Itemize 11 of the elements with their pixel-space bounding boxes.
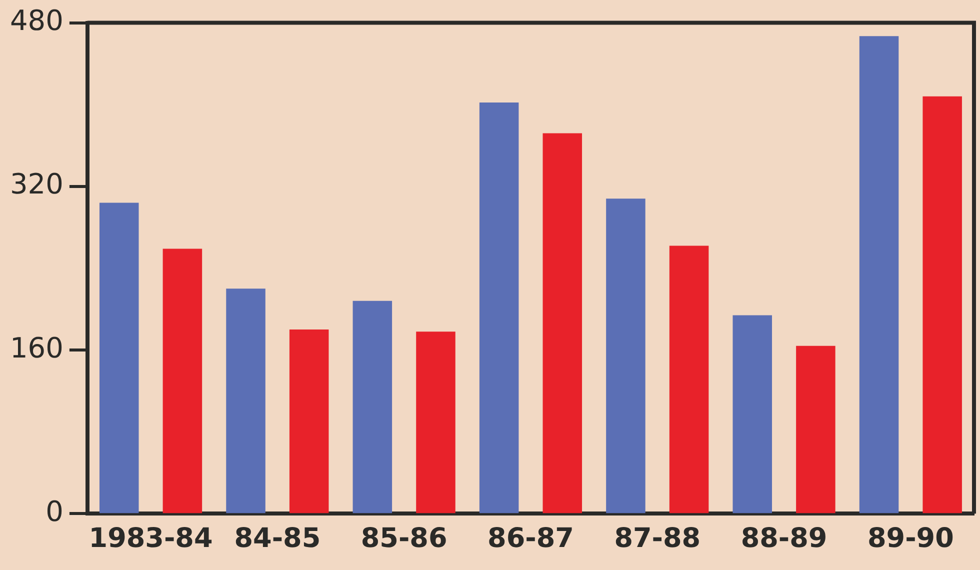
y-tick-label: 480 [10, 4, 64, 38]
y-tick-label: 320 [10, 168, 64, 201]
x-tick-label: 88-89 [740, 522, 828, 554]
x-tick-label: 86-87 [488, 522, 574, 554]
x-tick-label: 1983-84 [88, 522, 213, 554]
x-tick-label: 85-86 [360, 522, 448, 554]
y-tick-label: 160 [10, 331, 64, 364]
y-tick-label: 0 [46, 494, 64, 528]
x-tick-label: 87-88 [614, 522, 701, 554]
x-tick-label: 89-90 [867, 522, 954, 554]
x-tick-label: 84-85 [234, 522, 321, 554]
